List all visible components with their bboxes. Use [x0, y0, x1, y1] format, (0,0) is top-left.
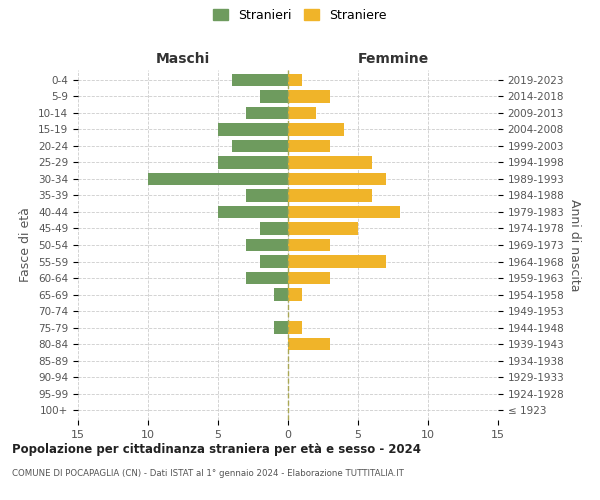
- Bar: [218, 206, 288, 218]
- Text: Popolazione per cittadinanza straniera per età e sesso - 2024: Popolazione per cittadinanza straniera p…: [12, 442, 421, 456]
- Text: COMUNE DI POCAPAGLIA (CN) - Dati ISTAT al 1° gennaio 2024 - Elaborazione TUTTITA: COMUNE DI POCAPAGLIA (CN) - Dati ISTAT a…: [12, 469, 404, 478]
- Bar: [218, 156, 288, 168]
- Bar: [246, 190, 288, 202]
- Bar: [288, 256, 386, 268]
- Bar: [288, 123, 344, 136]
- Bar: [246, 239, 288, 251]
- Y-axis label: Fasce di età: Fasce di età: [19, 208, 32, 282]
- Bar: [218, 123, 288, 136]
- Bar: [260, 90, 288, 102]
- Bar: [288, 74, 302, 86]
- Y-axis label: Anni di nascita: Anni di nascita: [568, 198, 581, 291]
- Bar: [288, 338, 330, 350]
- Bar: [288, 173, 386, 185]
- Bar: [232, 74, 288, 86]
- Bar: [260, 256, 288, 268]
- Bar: [288, 206, 400, 218]
- Bar: [288, 288, 302, 300]
- Bar: [288, 90, 330, 102]
- Bar: [148, 173, 288, 185]
- Legend: Stranieri, Straniere: Stranieri, Straniere: [213, 8, 387, 22]
- Bar: [288, 222, 358, 234]
- Bar: [260, 222, 288, 234]
- Text: Maschi: Maschi: [156, 52, 210, 66]
- Bar: [274, 288, 288, 300]
- Bar: [288, 322, 302, 334]
- Bar: [246, 106, 288, 119]
- Bar: [246, 272, 288, 284]
- Bar: [288, 190, 372, 202]
- Bar: [288, 106, 316, 119]
- Bar: [288, 272, 330, 284]
- Text: Femmine: Femmine: [358, 52, 428, 66]
- Bar: [288, 239, 330, 251]
- Bar: [232, 140, 288, 152]
- Bar: [274, 322, 288, 334]
- Bar: [288, 140, 330, 152]
- Bar: [288, 156, 372, 168]
